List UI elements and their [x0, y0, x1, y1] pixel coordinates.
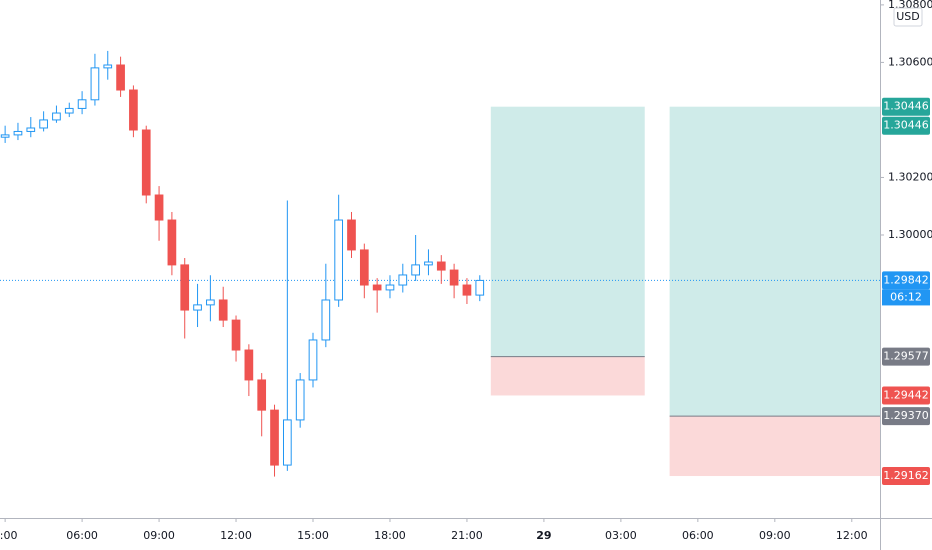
last-price-tag [882, 271, 930, 290]
candle-body [385, 284, 395, 291]
price-tag [882, 407, 930, 426]
candle-body [398, 274, 408, 286]
price-tag-text: 1.30446 [883, 119, 929, 132]
candle-body [180, 264, 190, 311]
candle-body [282, 419, 292, 466]
y-tick-label: 1.30600 [888, 55, 932, 68]
candle-body [295, 379, 305, 421]
candle-body [321, 299, 331, 341]
candle-body [411, 264, 420, 276]
candle-body [141, 129, 151, 196]
y-tick-label: 1.30800 [888, 0, 932, 11]
stop-zone [490, 356, 645, 396]
x-tick-label: 12:00 [836, 529, 868, 542]
candle-body [90, 67, 100, 101]
candle-body [218, 299, 228, 321]
x-tick-label: 12:00 [220, 529, 252, 542]
candle-body [26, 127, 36, 132]
candle-body [475, 279, 485, 296]
x-tick-label: 18:00 [374, 529, 406, 542]
candle-body [129, 89, 138, 131]
countdown-text: 06:12 [890, 290, 922, 303]
stop-zone [669, 416, 880, 477]
candle-body [462, 284, 472, 296]
candle-body [308, 339, 318, 381]
candle-body [167, 219, 177, 266]
candle-body [116, 64, 125, 91]
candle-body [270, 409, 279, 466]
price-tag [882, 386, 930, 405]
price-tag [882, 97, 930, 116]
price-tag-text: 1.29162 [883, 469, 929, 482]
candle-body [244, 349, 254, 381]
candle-body [334, 219, 344, 301]
price-tag-text: 1.29577 [883, 350, 929, 363]
x-tick-label: 3:00 [0, 529, 17, 542]
candle-body [64, 107, 74, 114]
candle-body [449, 269, 459, 286]
candle-body [206, 299, 215, 306]
candle-body [13, 130, 23, 136]
x-tick-label: 06:00 [682, 529, 714, 542]
candle-body [193, 304, 202, 311]
target-zone [490, 106, 645, 357]
price-tag-text: 1.29370 [883, 409, 929, 422]
x-tick-label: 09:00 [143, 529, 175, 542]
candle-body [0, 134, 10, 138]
x-tick-label: 06:00 [66, 529, 98, 542]
candle-body [39, 119, 48, 129]
y-tick-label: 1.30000 [888, 228, 932, 241]
x-tick-label: 03:00 [605, 529, 637, 542]
x-tick-label: 29 [536, 529, 551, 542]
price-tag [882, 467, 930, 486]
price-tag-text: 1.29442 [883, 388, 929, 401]
candle-body [154, 194, 164, 221]
x-tick-label: 21:00 [451, 529, 483, 542]
price-tag [882, 116, 930, 135]
candle-body [372, 284, 382, 291]
candle-body [231, 319, 241, 351]
candle-body [424, 261, 433, 266]
candle-body [103, 64, 113, 69]
currency-box [893, 7, 923, 27]
x-tick-label: 09:00 [759, 529, 791, 542]
price-tag-text: 1.30446 [883, 100, 929, 113]
currency-label: USD [896, 10, 920, 23]
countdown-box [882, 289, 930, 306]
candle-body [257, 379, 267, 411]
candle-body [359, 249, 369, 286]
candle-body [77, 99, 87, 109]
price-tag [882, 347, 930, 366]
last-price-tag-text: 1.29842 [883, 273, 929, 286]
candle-body [52, 112, 61, 121]
candle-body [436, 261, 446, 271]
y-tick-label: 1.30200 [888, 170, 932, 183]
candle-body [347, 219, 356, 251]
x-tick-label: 15:00 [297, 529, 329, 542]
target-zone [669, 106, 880, 417]
